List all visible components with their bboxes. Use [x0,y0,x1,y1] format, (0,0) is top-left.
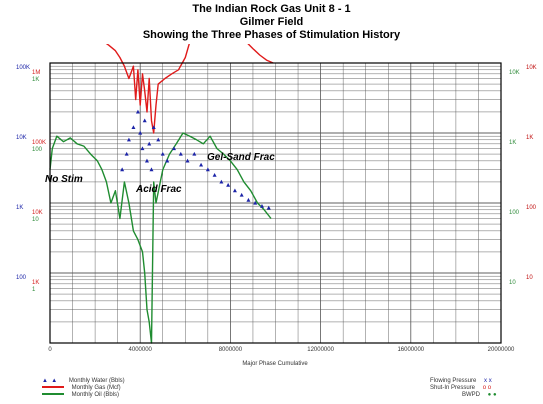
legend-flowing-pressure-label: Flowing Pressure [430,378,477,384]
water-data-point [212,172,217,177]
left-inner-low-tick-label: 1 [32,287,36,293]
x-tick-label: 12000000 [307,347,334,353]
water-data-point [232,188,237,193]
data-series [49,44,274,344]
x-tick-label: 20000000 [488,347,515,353]
water-data-point [126,137,131,142]
water-data-point [151,125,156,130]
chart-title-line-1: The Indian Rock Gas Unit 8 - 1 [192,3,351,15]
water-data-point [138,130,143,135]
annotation-acid-frac: Acid Frac [135,184,182,195]
water-data-point [147,141,152,146]
water-data-point [253,200,258,205]
annotation-no-stim: No Stim [45,174,83,185]
water-data-point [239,192,244,197]
right-inner-tick-label: 10 [509,280,516,286]
water-data-point [226,182,231,187]
x-axis-ticks: 0 4000000 8000000 12000000 16000000 20000000 [48,347,515,353]
water-data-point [135,109,140,114]
right-inner-tick-label: 10K [509,70,520,76]
chart-title-line-3: Showing the Three Phases of Stimulation … [142,29,401,41]
left-inner-low-tick-label: 100 [32,147,43,153]
water-data-point [124,151,129,156]
x-tick-label: 4000000 [129,347,153,353]
gas-line-marker [42,386,64,389]
legend-gas-label: Monthly Gas (Mcf) [71,385,121,391]
plot-frame [49,62,502,344]
left-inner-tick-label: 100K [32,140,46,146]
right-outer-tick-label: 1K [526,135,533,141]
water-data-point [156,137,161,142]
shut-in-pressure-marker: o o [482,385,492,391]
legend-shut-in-pressure: Shut-In Pressure o o [430,385,491,391]
annotation-gel-sand-frac: Gel-Sand Frac [207,152,275,163]
water-data-point [144,158,149,163]
x-tick-label: 16000000 [397,347,424,353]
water-data-point [259,204,264,208]
water-data-point [140,146,145,151]
right-inner-tick-label: 100 [509,210,520,216]
legend-water: ▲ ▲ Monthly Water (Bbls) [42,378,125,384]
water-data-point [165,158,170,163]
water-data-point [178,151,183,156]
water-data-point [142,118,147,123]
legend-bwpd-label: BWPD [462,392,480,398]
water-data-point [199,162,204,167]
water-data-point [131,125,136,130]
right-outer-tick-label: 10K [526,65,537,71]
x-tick-label: 0 [48,347,52,353]
left-outer-tick-label: 1K [16,205,23,211]
left-outer-tick-label: 100 [16,275,27,281]
plot-background [0,44,543,374]
left-outer-tick-label: 100K [16,65,30,71]
left-outer-tick-label: 10K [16,135,27,141]
water-data-point [185,158,190,163]
legend-flowing-pressure: Flowing Pressure x x [430,378,492,384]
legend-gas: Monthly Gas (Mcf) [42,385,121,391]
oil-series-line [49,132,272,344]
water-data-point [266,205,271,210]
left-inner-tick-label: 1M [32,70,40,76]
right-inner-tick-label: 1K [509,140,516,146]
right-outer-tick-label: 10 [526,275,533,281]
right-axis-ticks: 10K 1K 100 10 10K 1K 100 10 [509,65,537,286]
flowing-pressure-marker: x x [484,378,492,384]
water-data-point [219,179,224,184]
legend-oil: Monthly Oil (Bbls) [42,392,119,398]
left-inner-low-tick-label: 1K [32,77,39,83]
water-data-point [160,151,165,156]
water-data-point [246,197,251,202]
water-data-point [192,151,197,156]
legend-shut-in-pressure-label: Shut-In Pressure [430,385,476,391]
water-data-point [120,167,125,172]
x-axis-label: Major Phase Cumulative [242,361,308,367]
chart-title-line-2: Gilmer Field [239,16,304,28]
left-inner-low-tick-label: 10 [32,217,39,223]
legend-oil-label: Monthly Oil (Bbls) [71,392,120,398]
water-marker: ▲ ▲ [42,378,58,384]
legend-water-label: Monthly Water (Bbls) [68,378,125,384]
bwpd-marker: ● ● [487,392,497,398]
water-data-point [205,167,210,172]
left-inner-tick-label: 1K [32,280,39,286]
gas-series-line [105,44,274,134]
x-tick-label: 8000000 [219,347,243,353]
legend-bwpd: BWPD ● ● [462,392,497,398]
left-inner-tick-label: 10K [32,210,43,216]
water-data-point [172,146,177,151]
oil-line-marker [42,393,64,396]
water-data-point [149,167,154,172]
right-outer-tick-label: 100 [526,205,537,211]
